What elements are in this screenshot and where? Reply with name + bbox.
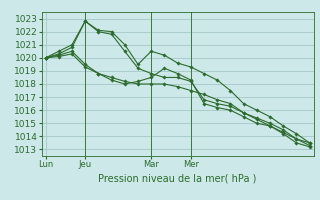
X-axis label: Pression niveau de la mer( hPa ): Pression niveau de la mer( hPa ) [99, 173, 257, 183]
